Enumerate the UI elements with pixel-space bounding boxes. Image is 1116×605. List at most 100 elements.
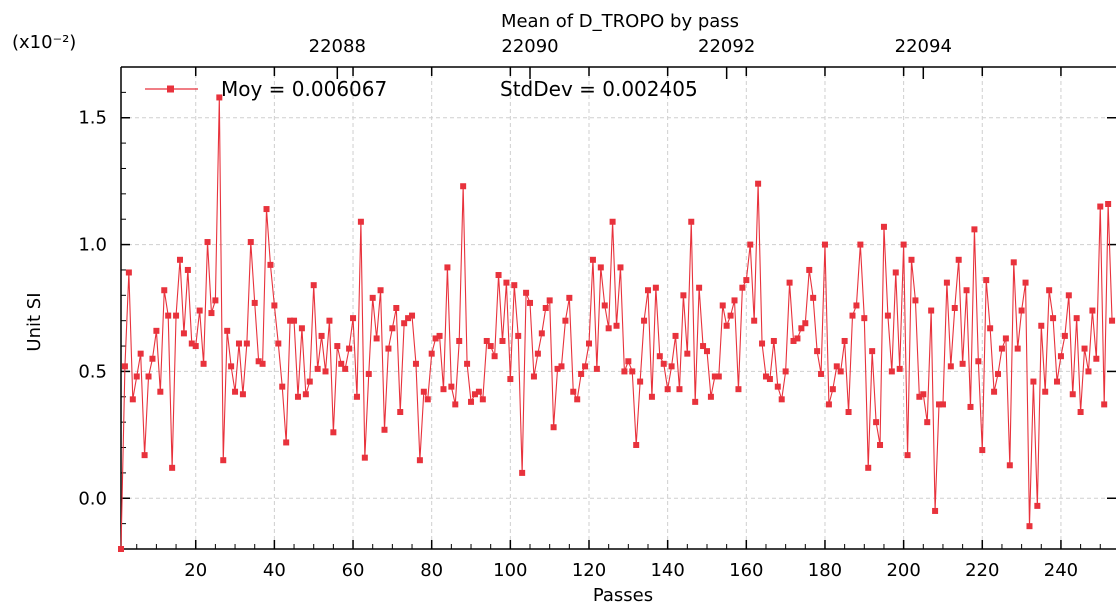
data-point xyxy=(806,266,813,273)
data-point xyxy=(762,373,769,380)
data-point xyxy=(475,388,482,395)
data-point xyxy=(794,335,801,342)
data-point xyxy=(212,297,219,304)
data-point xyxy=(157,388,164,395)
data-point xyxy=(1038,322,1045,329)
data-point xyxy=(1069,391,1076,398)
data-point xyxy=(861,315,868,322)
data-point xyxy=(428,350,435,357)
data-point xyxy=(920,391,927,398)
chart-title: Mean of D_TROPO by pass xyxy=(501,11,739,32)
data-point xyxy=(350,315,357,322)
data-point xyxy=(271,302,278,309)
data-point xyxy=(546,297,553,304)
data-point xyxy=(680,292,687,299)
data-point xyxy=(641,317,648,324)
data-point xyxy=(924,419,931,426)
data-point xyxy=(633,441,640,448)
data-point xyxy=(696,284,703,291)
data-point xyxy=(723,322,730,329)
data-point xyxy=(448,383,455,390)
data-point xyxy=(294,393,301,400)
data-point xyxy=(318,332,325,339)
data-point xyxy=(672,332,679,339)
data-point xyxy=(1057,353,1064,360)
data-point xyxy=(731,297,738,304)
data-point xyxy=(133,373,140,380)
data-point xyxy=(660,360,667,367)
data-point xyxy=(180,330,187,337)
data-point xyxy=(353,393,360,400)
data-point xyxy=(609,218,616,225)
data-point xyxy=(869,348,876,355)
data-point xyxy=(326,317,333,324)
data-point xyxy=(877,441,884,448)
data-point xyxy=(936,401,943,408)
data-point xyxy=(1061,332,1068,339)
data-point xyxy=(932,507,939,514)
data-point xyxy=(397,409,404,416)
data-point xyxy=(688,218,695,225)
data-point xyxy=(279,383,286,390)
data-point xyxy=(220,457,227,464)
data-point xyxy=(971,226,978,233)
data-point xyxy=(338,360,345,367)
data-point xyxy=(322,368,329,375)
data-point xyxy=(483,337,490,344)
data-point xyxy=(829,386,836,393)
stddev-annotation: StdDev = 0.002405 xyxy=(500,77,698,101)
data-point xyxy=(267,261,274,268)
data-point xyxy=(471,391,478,398)
data-point xyxy=(385,345,392,352)
data-point xyxy=(589,256,596,263)
data-point xyxy=(460,183,467,190)
data-point xyxy=(582,363,589,370)
data-point xyxy=(570,388,577,395)
data-point xyxy=(837,368,844,375)
data-point xyxy=(1054,378,1061,385)
data-point xyxy=(727,312,734,319)
data-point xyxy=(751,317,758,324)
x-tick-label: 120 xyxy=(572,560,606,581)
data-point xyxy=(491,353,498,360)
data-point xyxy=(310,282,317,289)
data-point xyxy=(436,332,443,339)
series-layer xyxy=(118,94,1116,552)
data-point xyxy=(908,256,915,263)
data-point xyxy=(1006,462,1013,469)
data-point xyxy=(707,393,714,400)
data-point xyxy=(153,327,160,334)
data-point xyxy=(420,388,427,395)
data-point xyxy=(597,264,604,271)
data-point xyxy=(798,325,805,332)
data-point xyxy=(165,312,172,319)
data-point xyxy=(1089,307,1096,314)
data-point xyxy=(684,350,691,357)
data-point xyxy=(204,239,211,246)
data-point xyxy=(739,284,746,291)
data-point xyxy=(778,396,785,403)
data-point xyxy=(700,343,707,350)
data-point xyxy=(409,312,416,319)
data-point xyxy=(550,424,557,431)
data-point xyxy=(959,360,966,367)
data-point xyxy=(774,383,781,390)
data-point xyxy=(188,340,195,347)
data-point xyxy=(232,388,239,395)
data-point xyxy=(1101,401,1108,408)
x-tick-label: 60 xyxy=(342,560,365,581)
data-point xyxy=(440,386,447,393)
data-point xyxy=(652,284,659,291)
data-point xyxy=(346,345,353,352)
data-point xyxy=(412,360,419,367)
data-point xyxy=(161,287,168,294)
data-point xyxy=(821,241,828,248)
data-point xyxy=(200,360,207,367)
top-axis-tick-label: 22094 xyxy=(895,36,952,57)
data-point xyxy=(613,322,620,329)
data-point xyxy=(1085,368,1092,375)
data-point xyxy=(833,363,840,370)
data-point xyxy=(1026,523,1033,530)
data-point xyxy=(487,343,494,350)
data-point xyxy=(369,294,376,301)
